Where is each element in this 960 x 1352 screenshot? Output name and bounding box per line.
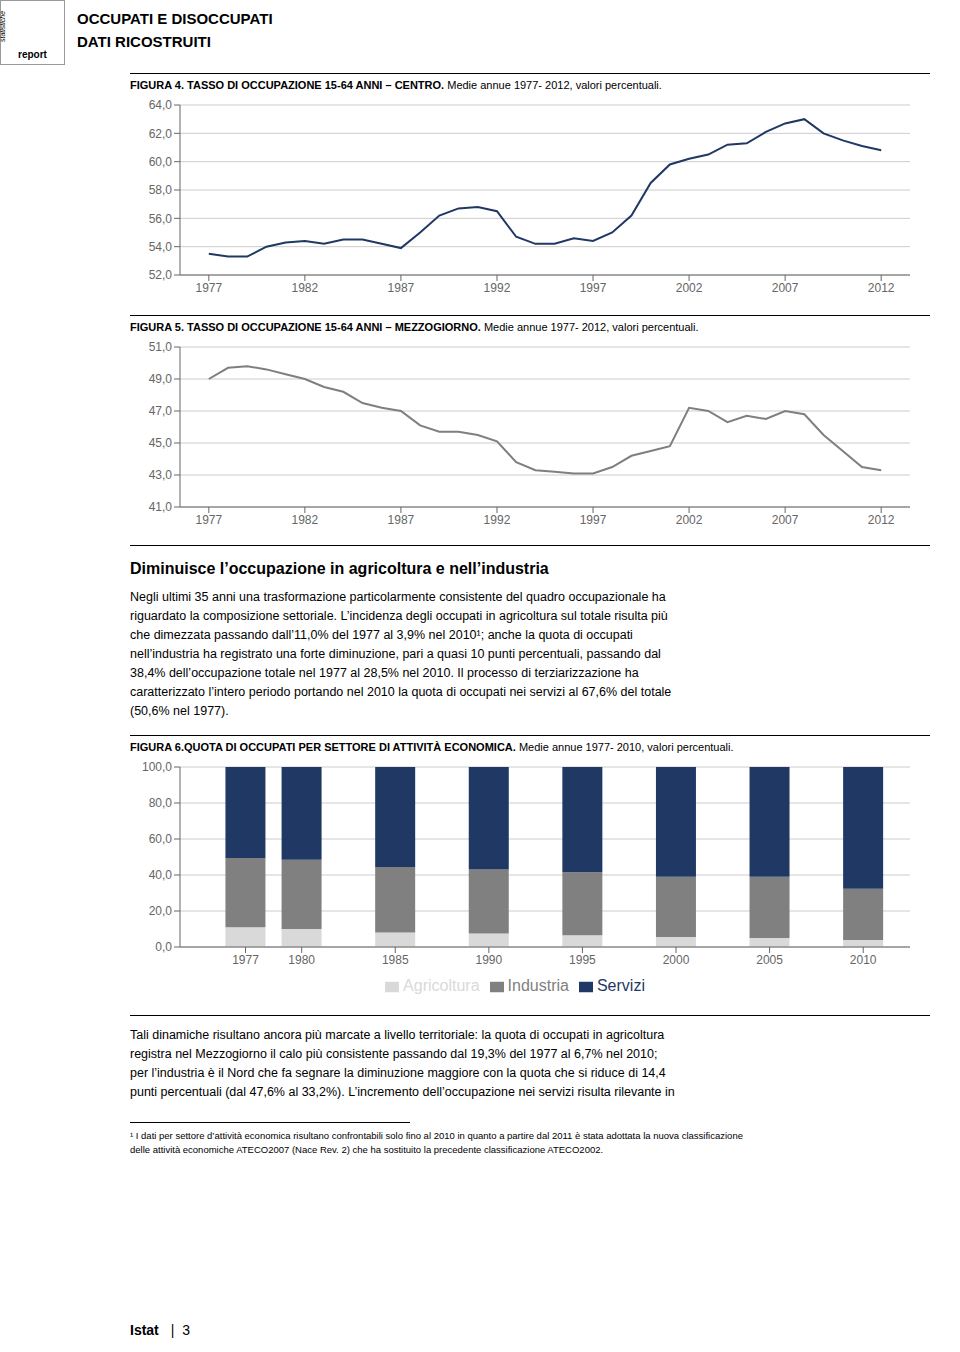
html-text:OCCUPATI E DISOCCUPATI: OCCUPATI E DISOCCUPATI [77,10,273,27]
svg-text:1997: 1997 [580,281,607,295]
svg-text:52,0: 52,0 [149,268,173,282]
html-text:riguardato la composizione set: riguardato la composizione settoriale. L… [130,609,668,623]
html-text:Agricoltura: Agricoltura [403,977,480,994]
html-text:Servizi: Servizi [596,977,645,994]
svg-text:2007: 2007 [772,281,799,295]
html-text:(50,6% nel 1977).: (50,6% nel 1977). [130,704,229,718]
html-text:Negli ultimi 35 anni una trasf: Negli ultimi 35 anni una trasformazione … [130,590,666,604]
svg-text:2002: 2002 [676,281,703,295]
html-text:che dimezzata passando dall’11: che dimezzata passando dall’11,0% del 19… [130,628,633,642]
svg-text:2000: 2000 [663,953,690,967]
html-text:caratterizzato l’intero period: caratterizzato l’intero periodo portando… [130,685,672,699]
html-text:Industria: Industria [507,977,569,994]
svg-text:58,0: 58,0 [149,183,173,197]
html-text:FIGURA 5. TASSO DI OCCUPAZIONE: FIGURA 5. TASSO DI OCCUPAZIONE 15-64 ANN… [130,321,699,333]
svg-text:60,0: 60,0 [149,155,173,169]
svg-text:60,0: 60,0 [149,832,173,846]
svg-text:1982: 1982 [292,513,319,527]
svg-text:1987: 1987 [388,281,415,295]
svg-text:80,0: 80,0 [149,796,173,810]
svg-text:1977: 1977 [232,953,259,967]
html-text:Istat: Istat [130,1322,159,1338]
html-text:report: report [18,49,47,60]
svg-text:1987: 1987 [388,513,415,527]
svg-text:1992: 1992 [484,513,511,527]
svg-text:54,0: 54,0 [149,240,173,254]
svg-text:56,0: 56,0 [149,212,173,226]
html-text:FIGURA 6.QUOTA DI OCCUPATI PER: FIGURA 6.QUOTA DI OCCUPATI PER SETTORE D… [130,741,734,753]
html-text:punti percentuali (dal 47,6% a: punti percentuali (dal 47,6% al 33,2%). … [130,1085,675,1099]
html-text:per l’industria è il Nord che: per l’industria è il Nord che fa segnare… [130,1066,666,1080]
html-text:38,4% dell’occupazione totale: 38,4% dell’occupazione totale nel 1977 a… [130,666,639,680]
html-text:statistiche: statistiche [0,10,7,43]
svg-text:62,0: 62,0 [149,127,173,141]
svg-text:1997: 1997 [580,513,607,527]
svg-text:2010: 2010 [850,953,877,967]
svg-text:2012: 2012 [868,281,895,295]
svg-text:2002: 2002 [676,513,703,527]
html-text:¹ I dati per settore d’attivit: ¹ I dati per settore d’attività economic… [130,1130,743,1141]
svg-text:43,0: 43,0 [149,468,173,482]
html-text:DATI RICOSTRUITI: DATI RICOSTRUITI [77,33,211,50]
svg-text:41,0: 41,0 [149,500,173,514]
svg-text:40,0: 40,0 [149,868,173,882]
html-text:| 3: | 3 [170,1322,190,1338]
svg-text:51,0: 51,0 [149,340,173,354]
html-text:registra nel Mezzogiorno il ca: registra nel Mezzogiorno il calo più con… [130,1047,658,1061]
svg-text:0,0: 0,0 [155,940,172,954]
svg-text:1995: 1995 [569,953,596,967]
svg-text:1982: 1982 [292,281,319,295]
svg-text:2007: 2007 [772,513,799,527]
svg-text:64,0: 64,0 [149,98,173,112]
html-text:nell’industria ha registrato u: nell’industria ha registrato una forte d… [130,647,661,661]
svg-text:2005: 2005 [756,953,783,967]
svg-text:1990: 1990 [475,953,502,967]
svg-text:1977: 1977 [195,513,222,527]
html-text:Tali dinamiche risultano ancor: Tali dinamiche risultano ancora più marc… [130,1028,665,1042]
svg-text:1980: 1980 [288,953,315,967]
html-text:FIGURA 4. TASSO DI OCCUPAZIONE: FIGURA 4. TASSO DI OCCUPAZIONE 15-64 ANN… [130,79,662,91]
svg-text:1985: 1985 [382,953,409,967]
svg-text:45,0: 45,0 [149,436,173,450]
html-text:delle attività economiche ATEC: delle attività economiche ATECO2007 (Nac… [130,1144,604,1155]
svg-text:100,0: 100,0 [142,760,172,774]
html-text:Diminuisce l’occupazione in ag: Diminuisce l’occupazione in agricoltura … [130,560,549,577]
svg-text:20,0: 20,0 [149,904,173,918]
svg-text:1992: 1992 [484,281,511,295]
svg-text:2012: 2012 [868,513,895,527]
svg-text:47,0: 47,0 [149,404,173,418]
svg-text:49,0: 49,0 [149,372,173,386]
svg-text:1977: 1977 [195,281,222,295]
